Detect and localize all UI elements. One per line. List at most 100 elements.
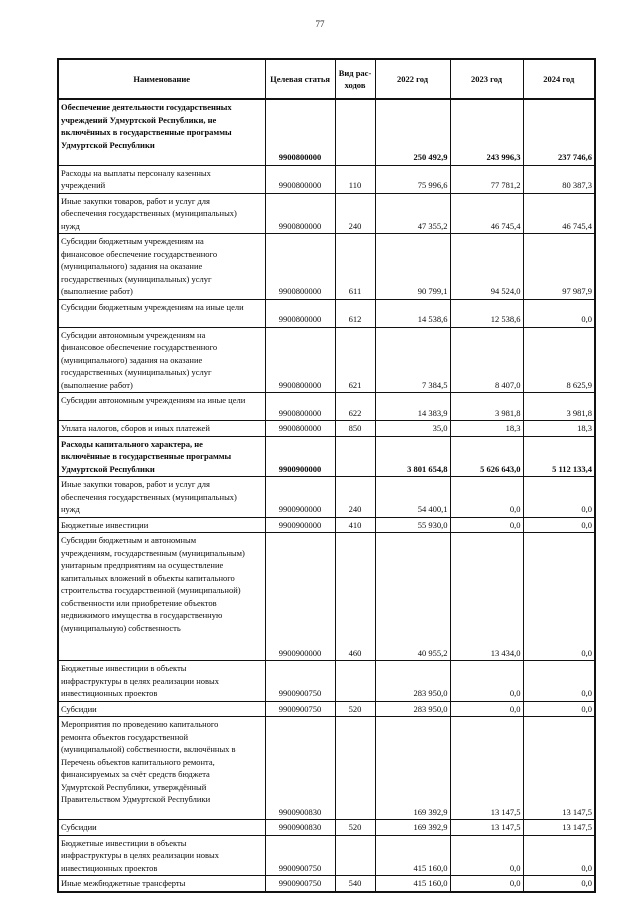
row-target-article: 9900900830 xyxy=(264,716,336,820)
row-2024-value: 8 625,9 xyxy=(522,326,596,393)
row-2024-value: 0,0 xyxy=(522,834,596,876)
row-expense-type: 110 xyxy=(334,164,376,194)
row-name: Иные межбюджетные трансферты xyxy=(57,875,266,892)
budget-expenses-table: Наименование Целевая статья Вид рас- ход… xyxy=(57,58,596,893)
row-name: Расходы на выплаты персоналу казенных уч… xyxy=(57,164,266,194)
row-2024-value: 0,0 xyxy=(522,476,596,518)
table-row: Обеспечение деятельности государственных… xyxy=(57,98,596,166)
table-header: Наименование Целевая статья Вид рас- ход… xyxy=(57,58,596,100)
row-2022-value: 54 400,1 xyxy=(374,476,451,518)
table-row: Расходы на выплаты персоналу казенных уч… xyxy=(57,164,596,194)
row-expense-type: 540 xyxy=(334,875,376,892)
table-row: Уплата налогов, сборов и иных платежей 9… xyxy=(57,420,596,437)
row-target-article: 9900900000 xyxy=(264,476,336,518)
row-2023-value: 46 745,4 xyxy=(449,192,524,234)
row-2024-value: 97 987,9 xyxy=(522,233,596,300)
row-expense-type: 460 xyxy=(334,532,376,661)
table-body: Обеспечение деятельности государственных… xyxy=(57,98,596,892)
row-2022-value: 14 383,9 xyxy=(374,392,451,421)
row-2023-value: 77 781,2 xyxy=(449,164,524,194)
row-name: Субсидии xyxy=(57,819,266,836)
row-2022-value: 75 996,6 xyxy=(374,164,451,194)
row-expense-type xyxy=(334,98,376,166)
row-2022-value: 40 955,2 xyxy=(374,532,451,661)
row-2023-value: 8 407,0 xyxy=(449,326,524,393)
row-expense-type: 240 xyxy=(334,476,376,518)
table-row: Бюджетные инвестиции в объекты инфрастру… xyxy=(57,660,596,702)
row-target-article: 9900800000 xyxy=(264,420,336,437)
row-2022-value: 415 160,0 xyxy=(374,834,451,876)
column-header-expense-type: Вид рас- ходов xyxy=(334,58,376,100)
row-expense-type: 612 xyxy=(334,298,376,328)
table-row: Бюджетные инвестиции в объекты инфрастру… xyxy=(57,834,596,876)
row-2024-value: 0,0 xyxy=(522,532,596,661)
row-2022-value: 250 492,9 xyxy=(374,98,451,166)
table-row: Расходы капитального характера, не включ… xyxy=(57,435,596,477)
row-2023-value: 0,0 xyxy=(449,875,524,892)
row-expense-type: 621 xyxy=(334,326,376,393)
row-2023-value: 12 538,6 xyxy=(449,298,524,328)
row-target-article: 9900800000 xyxy=(264,164,336,194)
row-name: Расходы капитального характера, не включ… xyxy=(57,435,266,477)
row-target-article: 9900900750 xyxy=(264,834,336,876)
row-target-article: 9900900000 xyxy=(264,532,336,661)
row-expense-type xyxy=(334,435,376,477)
row-target-article: 9900900750 xyxy=(264,875,336,892)
row-2022-value: 283 950,0 xyxy=(374,660,451,702)
row-name: Субсидии автономным учреждениям на финан… xyxy=(57,326,266,393)
row-2023-value: 0,0 xyxy=(449,834,524,876)
table-row: Иные закупки товаров, работ и услуг для … xyxy=(57,192,596,234)
row-2024-value: 18,3 xyxy=(522,420,596,437)
row-name: Обеспечение деятельности государственных… xyxy=(57,98,266,166)
column-header-name: Наименование xyxy=(57,58,266,100)
row-2023-value: 5 626 643,0 xyxy=(449,435,524,477)
row-2022-value: 169 392,9 xyxy=(374,819,451,836)
table-row: Бюджетные инвестиции 9900900000 410 55 9… xyxy=(57,516,596,533)
row-2023-value: 94 524,0 xyxy=(449,233,524,300)
row-expense-type: 410 xyxy=(334,516,376,533)
row-2022-value: 90 799,1 xyxy=(374,233,451,300)
row-target-article: 9900800000 xyxy=(264,298,336,328)
row-2024-value: 5 112 133,4 xyxy=(522,435,596,477)
row-2024-value: 0,0 xyxy=(522,516,596,533)
row-2022-value: 35,0 xyxy=(374,420,451,437)
row-2023-value: 3 981,8 xyxy=(449,392,524,421)
table-row: Субсидии автономным учреждениям на финан… xyxy=(57,326,596,393)
row-target-article: 9900800000 xyxy=(264,192,336,234)
row-name: Бюджетные инвестиции в объекты инфрастру… xyxy=(57,834,266,876)
table-row: Субсидии бюджетным учреждениям на иные ц… xyxy=(57,298,596,328)
row-2023-value: 13 434,0 xyxy=(449,532,524,661)
row-2024-value: 3 981,8 xyxy=(522,392,596,421)
table-row: Иные межбюджетные трансферты 9900900750 … xyxy=(57,875,596,892)
table-row: Мероприятия по проведению капитального р… xyxy=(57,716,596,820)
row-2024-value: 13 147,5 xyxy=(522,716,596,820)
row-2023-value: 13 147,5 xyxy=(449,819,524,836)
row-expense-type xyxy=(334,716,376,820)
column-header-target-article: Целевая статья xyxy=(264,58,336,100)
table-row: Субсидии автономным учреждениям на иные … xyxy=(57,392,596,421)
table-row: Субсидии бюджетным и автономным учрежден… xyxy=(57,532,596,661)
row-2022-value: 14 538,6 xyxy=(374,298,451,328)
page-number: 77 xyxy=(315,19,325,29)
row-name: Субсидии автономным учреждениям на иные … xyxy=(57,392,266,421)
row-expense-type xyxy=(334,834,376,876)
row-2023-value: 0,0 xyxy=(449,700,524,717)
row-target-article: 9900800000 xyxy=(264,392,336,421)
row-expense-type: 611 xyxy=(334,233,376,300)
row-2022-value: 7 384,5 xyxy=(374,326,451,393)
row-name: Субсидии бюджетным и автономным учрежден… xyxy=(57,532,266,661)
row-target-article: 9900800000 xyxy=(264,233,336,300)
row-2022-value: 47 355,2 xyxy=(374,192,451,234)
table-row: Иные закупки товаров, работ и услуг для … xyxy=(57,476,596,518)
row-name: Бюджетные инвестиции в объекты инфрастру… xyxy=(57,660,266,702)
row-name: Иные закупки товаров, работ и услуг для … xyxy=(57,192,266,234)
row-2024-value: 80 387,3 xyxy=(522,164,596,194)
row-2023-value: 0,0 xyxy=(449,516,524,533)
row-expense-type: 850 xyxy=(334,420,376,437)
row-expense-type: 520 xyxy=(334,819,376,836)
row-2022-value: 415 160,0 xyxy=(374,875,451,892)
row-target-article: 9900900830 xyxy=(264,819,336,836)
column-header-year-2023: 2023 год xyxy=(449,58,524,100)
row-2022-value: 3 801 654,8 xyxy=(374,435,451,477)
